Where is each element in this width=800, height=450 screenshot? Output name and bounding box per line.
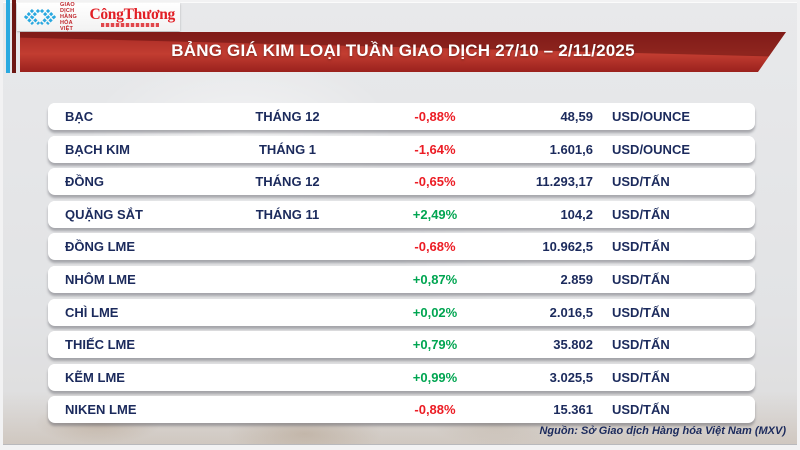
change-percent: -0,68% bbox=[414, 239, 456, 255]
price-value: 2.016,5 bbox=[549, 304, 593, 320]
page-title: BẢNG GIÁ KIM LOẠI TUẦN GIAO DỊCH 27/10 –… bbox=[171, 41, 635, 60]
table-row: KẼM LME +0,99% 3.025,5 USD/TẤN bbox=[48, 363, 755, 391]
price-unit: USD/TẤN bbox=[612, 239, 670, 255]
congthuong-logo-text: CôngThương bbox=[89, 6, 175, 23]
price-value: 15.361 bbox=[553, 402, 593, 418]
metal-name: ĐỒNG LME bbox=[65, 239, 136, 255]
contract-month: THÁNG 12 bbox=[255, 109, 320, 124]
metal-name: NIKEN LME bbox=[65, 402, 137, 418]
price-value: 1.601,6 bbox=[549, 141, 593, 157]
metal-name: NHÔM LME bbox=[65, 271, 136, 287]
price-unit: USD/OUNCE bbox=[612, 109, 691, 124]
price-value: 35.802 bbox=[553, 337, 593, 353]
table-row: THIẾC LME +0,79% 35.802 USD/TẤN bbox=[48, 331, 755, 359]
price-table: BẠC THÁNG 12 -0,88% 48,59 USD/OUNCE BẠCH… bbox=[48, 103, 755, 429]
change-percent: +0,79% bbox=[412, 337, 458, 353]
metal-name: BẠC bbox=[65, 109, 94, 124]
metal-name: KẼM LME bbox=[65, 369, 125, 385]
contract-month: THÁNG 1 bbox=[258, 141, 317, 157]
price-unit: USD/TẤN bbox=[612, 337, 670, 353]
change-percent: -0,88% bbox=[414, 109, 456, 124]
table-row: BẠC THÁNG 12 -0,88% 48,59 USD/OUNCE bbox=[48, 103, 755, 130]
change-percent: +0,99% bbox=[412, 369, 458, 385]
metal-name: THIẾC LME bbox=[65, 337, 136, 353]
contract-month: THÁNG 12 bbox=[255, 174, 320, 190]
metal-name: BẠCH KIM bbox=[65, 141, 130, 157]
table-row: NIKEN LME -0,88% 15.361 USD/TẤN bbox=[48, 396, 755, 424]
change-percent: +0,87% bbox=[412, 271, 458, 287]
price-unit: USD/TẤN bbox=[612, 174, 670, 190]
metal-name: CHÌ LME bbox=[65, 304, 119, 320]
title-banner: BẢNG GIÁ KIM LOẠI TUẦN GIAO DỊCH 27/10 –… bbox=[20, 32, 786, 72]
congthuong-tagline-bar bbox=[101, 23, 160, 27]
table-row: BẠCH KIM THÁNG 1 -1,64% 1.601,6 USD/OUNC… bbox=[48, 135, 755, 163]
table-row: QUẶNG SẮT THÁNG 11 +2,49% 104,2 USD/TẤN bbox=[48, 200, 755, 228]
table-row: ĐỒNG LME -0,68% 10.962,5 USD/TẤN bbox=[48, 233, 755, 261]
left-accent-stripe-cyan bbox=[6, 0, 10, 73]
source-credit: Nguồn: Sở Giao dịch Hàng hóa Việt Nam (M… bbox=[539, 425, 786, 437]
left-accent-stripe-maroon bbox=[12, 0, 16, 73]
mxv-chevrons-icon bbox=[23, 8, 56, 26]
price-unit: USD/TẤN bbox=[612, 271, 670, 287]
metal-name: ĐỒNG bbox=[65, 174, 104, 190]
change-percent: +0,02% bbox=[412, 304, 458, 320]
table-row: CHÌ LME +0,02% 2.016,5 USD/TẤN bbox=[48, 298, 755, 326]
mxv-org-line-2: HÀNG HÓA bbox=[60, 14, 77, 26]
price-value: 48,59 bbox=[560, 109, 593, 124]
change-percent: -1,64% bbox=[414, 141, 456, 157]
price-unit: USD/OUNCE bbox=[612, 141, 691, 157]
price-value: 104,2 bbox=[560, 206, 593, 222]
price-unit: USD/TẤN bbox=[612, 304, 670, 320]
price-value: 11.293,17 bbox=[535, 174, 593, 190]
change-percent: -0,88% bbox=[414, 402, 456, 418]
table-row: NHÔM LME +0,87% 2.859 USD/TẤN bbox=[48, 265, 755, 293]
price-value: 10.962,5 bbox=[542, 239, 593, 255]
price-value: 2.859 bbox=[560, 271, 593, 287]
change-percent: +2,49% bbox=[412, 206, 458, 222]
logo-plate: SỞ GIAO DỊCH HÀNG HÓA VIỆT NAM CôngThươn… bbox=[17, 0, 180, 38]
congthuong-logo: CôngThương bbox=[89, 7, 175, 27]
mxv-org-line-1: SỞ GIAO DỊCH bbox=[60, 0, 75, 14]
price-value: 3.025,5 bbox=[549, 369, 593, 385]
price-unit: USD/TẤN bbox=[612, 206, 670, 222]
price-unit: USD/TẤN bbox=[612, 402, 670, 418]
price-unit: USD/TẤN bbox=[612, 369, 670, 385]
metal-name: QUẶNG SẮT bbox=[65, 206, 143, 222]
table-row: ĐỒNG THÁNG 12 -0,65% 11.293,17 USD/TẤN bbox=[48, 168, 755, 196]
contract-month: THÁNG 11 bbox=[255, 206, 320, 222]
change-percent: -0,65% bbox=[414, 174, 456, 190]
